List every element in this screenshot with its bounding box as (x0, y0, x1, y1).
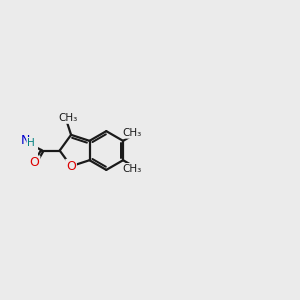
Text: O: O (30, 156, 40, 170)
Text: CH₃: CH₃ (58, 113, 77, 123)
Text: O: O (66, 160, 76, 173)
Text: H: H (27, 138, 35, 148)
Text: CH₃: CH₃ (123, 128, 142, 138)
Text: N: N (21, 134, 30, 146)
Text: CH₃: CH₃ (123, 164, 142, 174)
